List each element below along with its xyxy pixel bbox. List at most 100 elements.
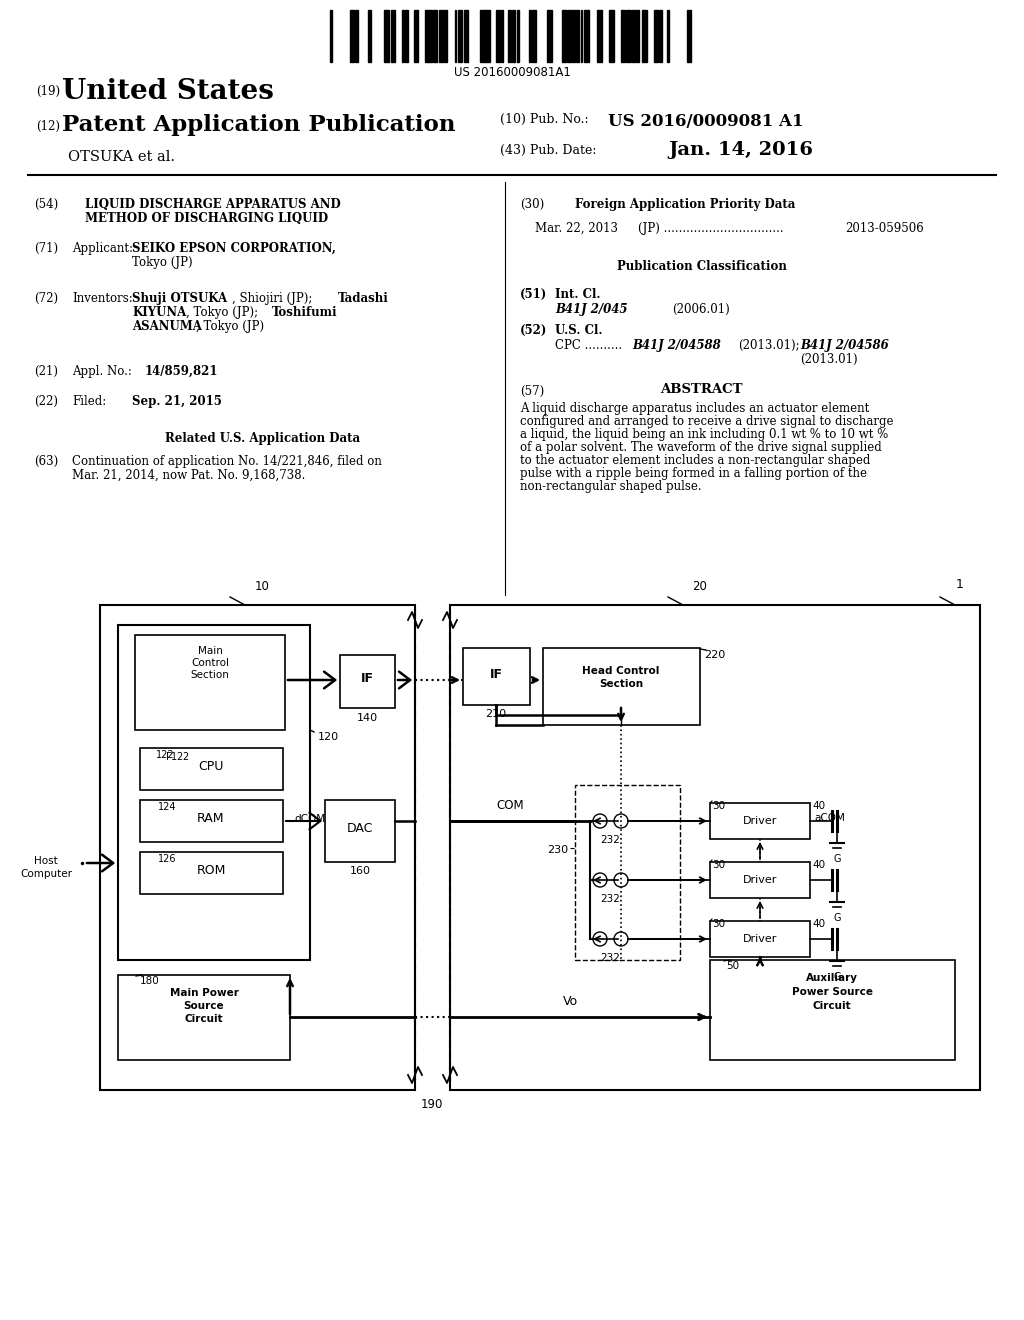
Text: (52): (52) bbox=[520, 323, 548, 337]
Text: (19): (19) bbox=[36, 84, 60, 98]
Bar bbox=[641, 11, 646, 62]
Text: METHOD OF DISCHARGING LIQUID: METHOD OF DISCHARGING LIQUID bbox=[85, 213, 328, 224]
Bar bbox=[485, 11, 490, 62]
Bar bbox=[654, 11, 658, 62]
Bar bbox=[572, 11, 574, 62]
Bar bbox=[140, 748, 283, 789]
Bar bbox=[433, 11, 436, 62]
Text: Auxiliary: Auxiliary bbox=[806, 973, 858, 983]
Text: , Tokyo (JP): , Tokyo (JP) bbox=[196, 319, 264, 333]
Bar bbox=[548, 11, 552, 62]
Text: Inventors:: Inventors: bbox=[72, 292, 133, 305]
Text: Source: Source bbox=[183, 1001, 224, 1011]
Bar bbox=[463, 648, 530, 705]
Text: ASANUMA: ASANUMA bbox=[132, 319, 202, 333]
Bar bbox=[577, 11, 579, 62]
Text: 190: 190 bbox=[421, 1098, 443, 1111]
Text: CPC ..........: CPC .......... bbox=[555, 339, 623, 352]
Bar bbox=[118, 624, 310, 960]
Text: (57): (57) bbox=[520, 385, 544, 399]
Bar bbox=[340, 655, 395, 708]
Text: 14/859,821: 14/859,821 bbox=[145, 366, 218, 378]
Text: 50: 50 bbox=[726, 961, 739, 972]
Bar bbox=[516, 11, 519, 62]
Bar bbox=[581, 11, 582, 62]
Text: Driver: Driver bbox=[742, 816, 777, 826]
Text: (30): (30) bbox=[520, 198, 544, 211]
Text: Control: Control bbox=[191, 657, 229, 668]
Text: (51): (51) bbox=[520, 288, 547, 301]
Bar bbox=[118, 975, 290, 1060]
Bar bbox=[425, 11, 429, 62]
Bar bbox=[480, 11, 485, 62]
Text: IF: IF bbox=[360, 672, 374, 685]
Text: ROM: ROM bbox=[197, 865, 225, 878]
Bar bbox=[384, 11, 388, 62]
Text: 232: 232 bbox=[600, 836, 620, 845]
Text: 30: 30 bbox=[712, 801, 725, 810]
Text: to the actuator element includes a non-rectangular shaped: to the actuator element includes a non-r… bbox=[520, 454, 870, 467]
Bar bbox=[597, 11, 602, 62]
Text: dCOM: dCOM bbox=[294, 814, 326, 824]
Text: Shuji OTSUKA: Shuji OTSUKA bbox=[132, 292, 227, 305]
Text: (2013.01);: (2013.01); bbox=[738, 339, 800, 352]
Text: 40: 40 bbox=[812, 801, 825, 810]
Text: aCOM: aCOM bbox=[814, 813, 845, 822]
Text: (JP) ................................: (JP) ................................ bbox=[638, 222, 783, 235]
Text: US 2016/0009081 A1: US 2016/0009081 A1 bbox=[608, 114, 804, 129]
Text: Applicant:: Applicant: bbox=[72, 242, 133, 255]
Text: B41J 2/045: B41J 2/045 bbox=[555, 304, 628, 315]
Bar bbox=[135, 635, 285, 730]
Text: Related U.S. Application Data: Related U.S. Application Data bbox=[165, 432, 360, 445]
Text: Tadashi: Tadashi bbox=[338, 292, 389, 305]
Bar bbox=[710, 960, 955, 1060]
Text: Circuit: Circuit bbox=[813, 1001, 851, 1011]
Bar bbox=[414, 11, 418, 62]
Text: 120: 120 bbox=[318, 733, 339, 742]
Text: DAC: DAC bbox=[347, 822, 373, 836]
Bar bbox=[349, 11, 354, 62]
Bar bbox=[402, 11, 404, 62]
Bar bbox=[710, 803, 810, 840]
Bar bbox=[455, 11, 456, 62]
Text: (71): (71) bbox=[34, 242, 58, 255]
Text: (54): (54) bbox=[34, 198, 58, 211]
Text: B41J 2/04588: B41J 2/04588 bbox=[632, 339, 721, 352]
Text: G: G bbox=[834, 913, 841, 923]
Text: IF: IF bbox=[489, 668, 503, 681]
Bar bbox=[658, 11, 663, 62]
Text: RAM: RAM bbox=[198, 813, 224, 825]
Text: Driver: Driver bbox=[742, 875, 777, 884]
Bar bbox=[622, 11, 625, 62]
Text: Computer: Computer bbox=[20, 869, 72, 879]
Text: 10: 10 bbox=[255, 579, 269, 593]
Text: Host: Host bbox=[34, 855, 58, 866]
Text: 124: 124 bbox=[158, 803, 176, 812]
Bar bbox=[501, 11, 503, 62]
Text: 232: 232 bbox=[600, 894, 620, 904]
Bar bbox=[710, 921, 810, 957]
Text: of a polar solvent. The waveform of the drive signal supplied: of a polar solvent. The waveform of the … bbox=[520, 441, 882, 454]
Text: (12): (12) bbox=[36, 120, 60, 133]
Text: 232: 232 bbox=[600, 953, 620, 964]
Text: Mar. 21, 2014, now Pat. No. 9,168,738.: Mar. 21, 2014, now Pat. No. 9,168,738. bbox=[72, 469, 305, 482]
Bar bbox=[140, 800, 283, 842]
Text: (10) Pub. No.:: (10) Pub. No.: bbox=[500, 114, 589, 125]
Text: non-rectangular shaped pulse.: non-rectangular shaped pulse. bbox=[520, 480, 701, 492]
Bar bbox=[458, 11, 463, 62]
Text: 40: 40 bbox=[812, 919, 825, 929]
Text: , Shiojiri (JP);: , Shiojiri (JP); bbox=[232, 292, 312, 305]
Text: U.S. Cl.: U.S. Cl. bbox=[555, 323, 602, 337]
Bar bbox=[543, 648, 700, 725]
Text: Driver: Driver bbox=[742, 935, 777, 944]
Text: Main Power: Main Power bbox=[170, 987, 239, 998]
Text: Vo: Vo bbox=[562, 995, 578, 1008]
Text: Main: Main bbox=[198, 645, 222, 656]
Text: (43) Pub. Date:: (43) Pub. Date: bbox=[500, 144, 597, 157]
Bar bbox=[532, 11, 536, 62]
Text: (22): (22) bbox=[34, 395, 58, 408]
Text: 30: 30 bbox=[712, 919, 725, 929]
Text: Patent Application Publication: Patent Application Publication bbox=[62, 114, 456, 136]
Text: 30: 30 bbox=[712, 861, 725, 870]
Text: 2013-059506: 2013-059506 bbox=[845, 222, 924, 235]
